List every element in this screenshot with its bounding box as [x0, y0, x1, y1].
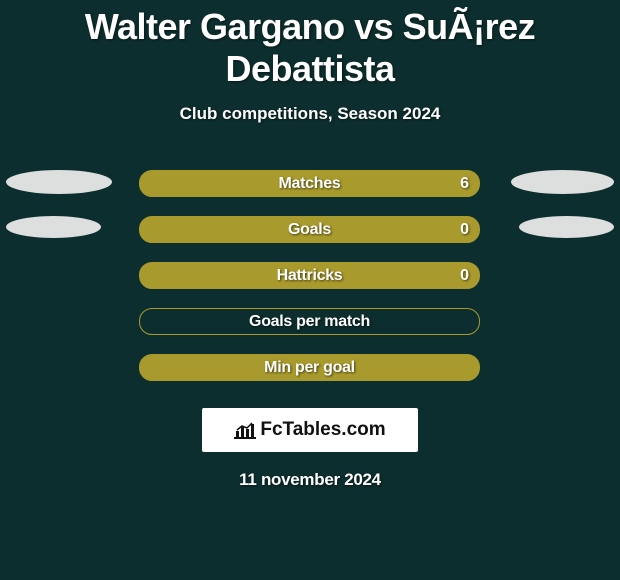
right-ellipse: [511, 170, 614, 194]
date-text: 11 november 2024: [0, 470, 620, 490]
right-value: 6: [460, 175, 469, 193]
logo-text: FcTables.com: [260, 419, 385, 441]
row-min-per-goal: Min per goal: [0, 342, 620, 388]
logo: FcTables.com: [234, 419, 385, 441]
subtitle: Club competitions, Season 2024: [0, 104, 620, 124]
stat-label: Goals: [288, 221, 331, 239]
right-value: 0: [460, 221, 469, 239]
logo-box: FcTables.com: [202, 408, 418, 452]
stat-label: Matches: [279, 175, 341, 193]
stat-bar: Goals 0: [139, 216, 480, 243]
stat-bar: Goals per match: [139, 308, 480, 335]
row-hattricks: Hattricks 0: [0, 250, 620, 296]
stat-bar: Matches 6: [139, 170, 480, 197]
stat-label: Hattricks: [277, 267, 343, 285]
row-matches: Matches 6: [0, 158, 620, 204]
left-ellipse: [6, 170, 112, 194]
comparison-rows: Matches 6 Goals 0 Hattricks 0 Goals per …: [0, 158, 620, 388]
right-ellipse: [519, 216, 614, 238]
stat-bar: Hattricks 0: [139, 262, 480, 289]
row-goals: Goals 0: [0, 204, 620, 250]
stat-label: Goals per match: [249, 313, 370, 331]
stat-label: Min per goal: [264, 359, 355, 377]
right-value: 0: [460, 267, 469, 285]
left-ellipse: [6, 216, 101, 238]
page-title: Walter Gargano vs SuÃ¡rez Debattista: [0, 0, 620, 90]
chart-icon: [234, 421, 256, 439]
stat-bar: Min per goal: [139, 354, 480, 381]
row-goals-per-match: Goals per match: [0, 296, 620, 342]
